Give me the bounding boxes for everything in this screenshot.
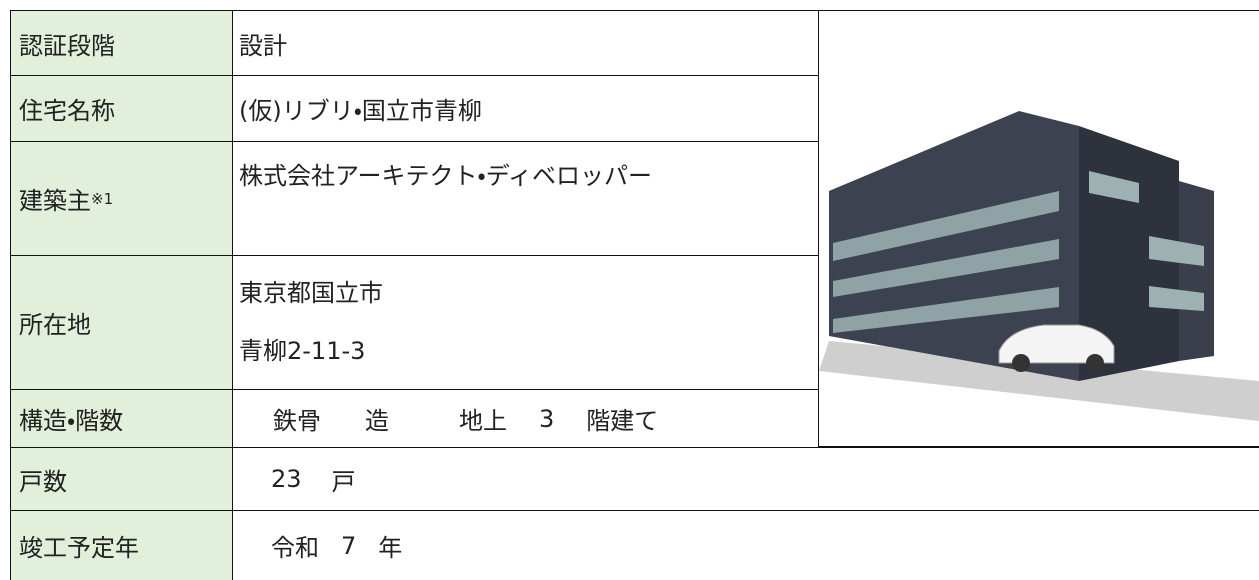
window <box>1149 236 1204 266</box>
label-cell: 住宅名称 <box>10 75 233 142</box>
car <box>998 324 1115 364</box>
value-part: 3 <box>539 404 555 433</box>
value-part: 造 <box>365 407 389 435</box>
value-part: 地上 <box>459 407 507 435</box>
label-cell: 所在地 <box>10 255 233 390</box>
value-cell: 設計 <box>232 10 819 76</box>
window <box>1089 171 1139 203</box>
building-image <box>819 111 1259 421</box>
value: (仮)リブリ・国立市青柳 <box>239 97 482 125</box>
value-part: 年 <box>378 534 403 562</box>
label: 構造・階数 <box>19 407 124 435</box>
wheel <box>1086 354 1104 372</box>
balcony <box>833 239 1059 297</box>
window <box>1149 286 1204 311</box>
label: 建築主 <box>19 187 91 215</box>
label: 所在地 <box>19 311 91 339</box>
value-cell: 株式会社アーキテクト・ディベロッパー <box>232 141 819 256</box>
label-cell: 認証段階 <box>10 10 233 76</box>
value: 株式会社アーキテクト・ディベロッパー <box>239 162 653 190</box>
label: 認証段階 <box>19 31 115 60</box>
value-line: 東京都国立市 <box>239 279 383 307</box>
balcony <box>833 191 1059 261</box>
label: 住宅名称 <box>19 97 115 125</box>
value-part: 鉄骨 <box>273 407 321 435</box>
value-part: 戸 <box>331 467 356 496</box>
label: 竣工予定年 <box>19 534 139 562</box>
label: 戸数 <box>19 467 67 496</box>
value-line: 青柳2-11-3 <box>239 337 366 365</box>
value-part: 7 <box>341 531 357 560</box>
label-cell: 戸数 <box>10 447 233 511</box>
photo-cell <box>818 10 1259 447</box>
value-part: 令和 <box>271 534 319 562</box>
ground <box>819 341 1259 421</box>
wheel <box>1012 354 1030 372</box>
label-cell: 竣工予定年 <box>10 510 233 580</box>
value-cell: 東京都国立市 青柳2-11-3 <box>232 255 819 390</box>
value-part: 階建て <box>586 407 659 435</box>
balcony <box>833 287 1059 333</box>
value-part: 23 <box>271 465 302 493</box>
value-cell: (仮)リブリ・国立市青柳 <box>232 75 819 142</box>
label-cell: 構造・階数 <box>10 389 233 448</box>
label-cell: 建築主 ※1 <box>10 141 233 256</box>
value-cell: 令和 7 年 <box>232 510 1259 580</box>
value-cell: 鉄骨 造 地上 3 階建て <box>232 389 819 448</box>
footnote-mark: ※1 <box>91 189 114 208</box>
value: 設計 <box>239 31 287 60</box>
value-cell: 23 戸 <box>232 447 1259 511</box>
stair-tower <box>1179 181 1214 361</box>
